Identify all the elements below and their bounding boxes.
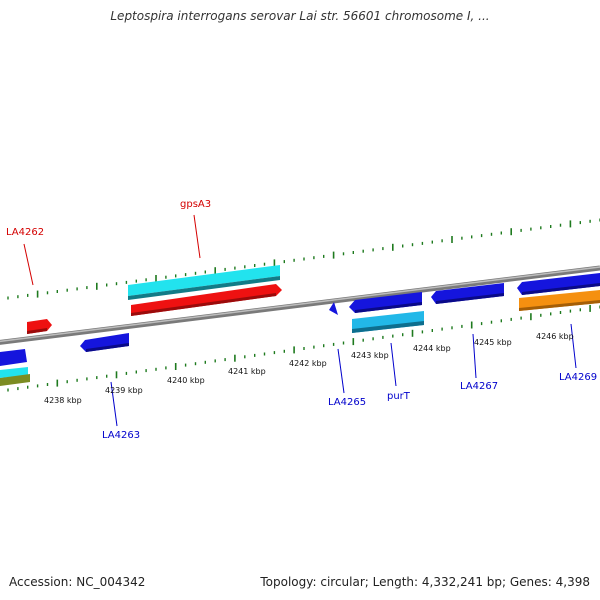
gene-label-gpsA3[interactable]: gpsA3 bbox=[180, 199, 211, 210]
gene-feature-purT[interactable] bbox=[352, 311, 424, 333]
gene-feature-LA4263[interactable] bbox=[80, 333, 129, 352]
scale-label: 4241 kbp bbox=[228, 367, 266, 376]
gene-feature-gpsA3[interactable] bbox=[131, 284, 282, 316]
gene-label-LA4267[interactable]: LA4267 bbox=[460, 381, 498, 392]
scale-label: 4242 kbp bbox=[289, 359, 327, 368]
topology-summary: Topology: circular; Length: 4,332,241 bp… bbox=[260, 575, 590, 589]
connector-purT bbox=[390, 342, 397, 387]
gene-feature-orange[interactable] bbox=[519, 290, 600, 311]
chromosome-backbone bbox=[0, 265, 600, 345]
scale-label: 4246 kbp bbox=[536, 332, 574, 341]
gene-label-LA4269[interactable]: LA4269 bbox=[559, 372, 597, 383]
connector-gpsA3 bbox=[193, 214, 201, 259]
connector-LA4263 bbox=[110, 381, 118, 427]
scale-label: 4245 kbp bbox=[474, 338, 512, 347]
scale-label: 4239 kbp bbox=[105, 386, 143, 395]
map-title: Leptospira interrogans serovar Lai str. … bbox=[110, 9, 490, 23]
gene-label-purT[interactable]: purT bbox=[387, 391, 411, 402]
upper-tick-track bbox=[7, 218, 600, 300]
gene-feature-left-blue[interactable] bbox=[0, 349, 27, 366]
scale-label: 4244 kbp bbox=[413, 344, 451, 353]
lower-tick-track bbox=[7, 304, 600, 392]
gene-feature-LA4262[interactable] bbox=[27, 319, 52, 334]
connector-LA4267 bbox=[472, 333, 477, 379]
scale-label: 4243 kbp bbox=[351, 351, 389, 360]
gene-label-LA4263[interactable]: LA4263 bbox=[102, 430, 140, 441]
scale-label: 4238 kbp bbox=[44, 396, 82, 405]
connector-LA4269 bbox=[570, 323, 577, 369]
connector-LA4265 bbox=[337, 348, 345, 394]
scale-label: 4240 kbp bbox=[167, 376, 205, 385]
gene-feature-gpsA3-cds[interactable] bbox=[128, 265, 280, 300]
gene-label-LA4262[interactable]: LA4262 bbox=[6, 227, 44, 238]
gene-feature-LA4267[interactable] bbox=[431, 283, 504, 304]
gene-label-LA4265[interactable]: LA4265 bbox=[328, 397, 366, 408]
gene-feature-left-olive[interactable] bbox=[0, 374, 30, 386]
gene-feature-LA4265[interactable] bbox=[349, 292, 422, 313]
connector-LA4262 bbox=[23, 243, 34, 286]
accession-text: Accession: NC_004342 bbox=[9, 575, 146, 589]
gene-feature-LA4269[interactable] bbox=[517, 273, 600, 295]
gene-feature-small[interactable] bbox=[329, 302, 338, 315]
